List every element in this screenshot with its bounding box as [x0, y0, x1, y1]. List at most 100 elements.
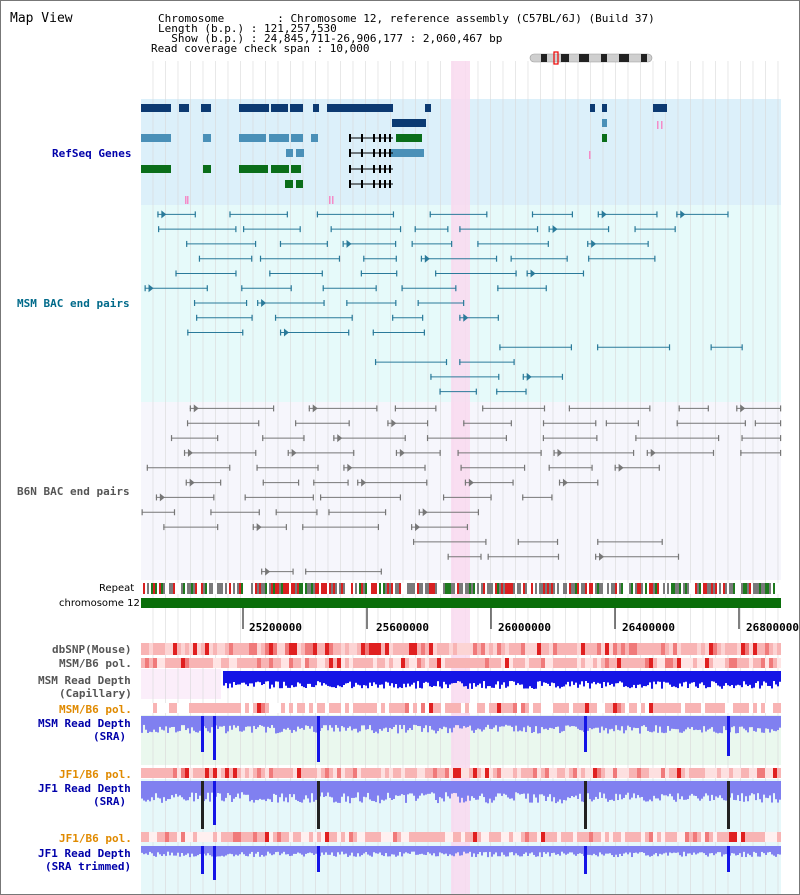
bac-end-mark [668, 344, 671, 351]
bac-end-mark [175, 270, 177, 277]
repeat-tick [695, 583, 697, 594]
depth-bar [601, 671, 603, 688]
depth-bar [619, 781, 621, 795]
depth-bar [651, 781, 653, 802]
depth-bar [345, 846, 347, 854]
depth-bar [487, 671, 489, 687]
bac-end-mark [183, 449, 186, 456]
polymorphism-cell [261, 658, 265, 668]
depth-bar [559, 671, 561, 689]
polymorphism-cell [313, 768, 317, 778]
depth-bar [697, 846, 699, 854]
depth-bar [523, 846, 525, 854]
gene-exon [653, 104, 667, 112]
polymorphism-cell [409, 658, 413, 668]
polymorphism-cell [505, 658, 509, 668]
polymorphism-cell [185, 768, 189, 778]
repeat-tick [415, 583, 417, 594]
polymorphism-cell [157, 832, 161, 842]
repeat-tick [199, 583, 201, 594]
polymorphism-cell [725, 703, 729, 713]
polymorphism-cell [493, 832, 497, 842]
gene-marker [589, 151, 591, 159]
depth-bar [641, 781, 643, 797]
depth-bar [551, 781, 553, 802]
repeat-tick [283, 583, 285, 594]
repeat-tick [243, 583, 245, 594]
gene-exon [389, 134, 391, 142]
depth-bar [509, 846, 511, 853]
depth-bar [605, 716, 607, 729]
polymorphism-cell [189, 658, 193, 668]
polymorphism-cell [385, 768, 389, 778]
depth-bar [531, 716, 533, 734]
depth-bar [357, 846, 359, 854]
depth-bar [335, 781, 337, 802]
polymorphism-cell [425, 658, 429, 668]
depth-bar [147, 846, 149, 855]
repeat-tick [367, 583, 369, 594]
depth-bar [259, 846, 261, 857]
depth-bar [199, 846, 201, 855]
depth-bar [231, 671, 233, 688]
polymorphism-cell [241, 768, 245, 778]
depth-bar [449, 846, 451, 855]
repeat-tick [413, 583, 415, 594]
depth-bar [261, 846, 263, 855]
polymorphism-cell [749, 643, 753, 655]
polymorphism-cell [661, 658, 665, 668]
polymorphism-cell [297, 643, 301, 655]
polymorphism-cell [633, 768, 637, 778]
depth-bar [217, 781, 219, 793]
bac-end-mark [423, 329, 425, 336]
depth-bar [613, 781, 615, 801]
polymorphism-cell [213, 703, 217, 713]
depth-bar [453, 716, 455, 728]
polymorphism-cell [453, 832, 457, 842]
repeat-tick [733, 583, 735, 594]
polymorphism-cell [325, 768, 329, 778]
repeat-tick [697, 583, 699, 594]
depth-bar [487, 846, 489, 858]
depth-bar [467, 671, 469, 689]
polymorphism-cell [425, 703, 429, 713]
repeat-tick [443, 583, 445, 594]
depth-bar [225, 846, 227, 856]
depth-bar [703, 846, 705, 854]
polymorphism-cell [365, 832, 369, 842]
polymorphism-cell [473, 703, 477, 713]
repeat-tick [271, 583, 273, 594]
depth-bar [517, 846, 519, 856]
polymorphism-cell [709, 643, 713, 655]
polymorphism-cell [681, 768, 685, 778]
polymorphism-cell [333, 832, 337, 842]
depth-bar [519, 846, 521, 857]
depth-bar [167, 846, 169, 852]
depth-bar [357, 671, 359, 685]
depth-bar [739, 781, 741, 801]
depth-bar [303, 781, 305, 800]
bac-arrow [187, 448, 193, 457]
depth-bar [693, 846, 695, 853]
polymorphism-cell [501, 658, 505, 668]
bac-end-mark [447, 226, 449, 233]
depth-bar [163, 781, 165, 798]
depth-bar [741, 781, 743, 794]
polymorphism-cell [457, 832, 461, 842]
depth-bar [425, 716, 427, 726]
polymorphism-cell [149, 643, 153, 655]
depth-bar [635, 781, 637, 799]
repeat-tick [661, 583, 663, 594]
polymorphism-cell [213, 768, 217, 778]
polymorphism-cell [557, 643, 561, 655]
gene-exon [296, 180, 303, 188]
depth-bar [599, 781, 601, 793]
polymorphism-cell [193, 768, 197, 778]
repeat-tick [719, 583, 721, 594]
depth-bar [447, 671, 449, 689]
depth-bar [537, 781, 539, 803]
repeat-tick [421, 583, 423, 594]
depth-bar [183, 781, 185, 800]
depth-bar [169, 846, 171, 856]
